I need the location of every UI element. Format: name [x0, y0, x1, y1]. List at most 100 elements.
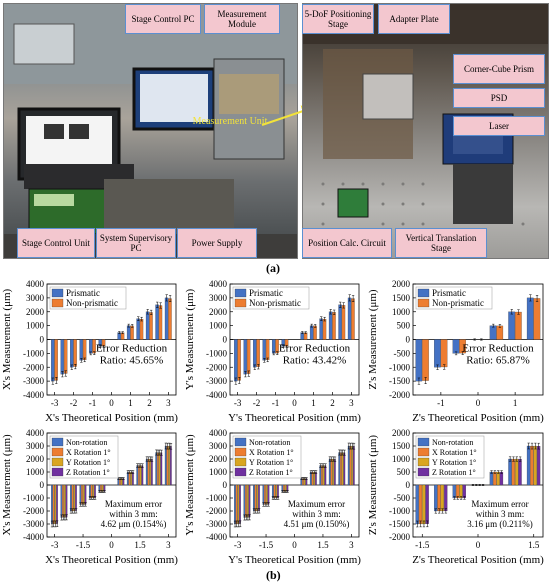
bar [88, 339, 93, 354]
bar [496, 471, 500, 486]
y-tick-label: -4000 [23, 532, 44, 542]
bar [533, 298, 541, 340]
bar [157, 452, 159, 486]
y-tick-label: 4000 [26, 428, 45, 438]
bar [51, 484, 53, 525]
legend-swatch [417, 298, 430, 308]
y-tick-label: -500 [394, 348, 411, 358]
y-tick-label: -4000 [206, 532, 227, 542]
bar [166, 446, 169, 486]
bar [455, 484, 460, 499]
x-tick-label: -3 [234, 540, 242, 550]
y-tick-label: 0 [40, 335, 45, 345]
callout-vertical-translation-stage: Vertical Translation Stage [395, 228, 487, 258]
y-tick-label: 2000 [26, 454, 45, 464]
bar [253, 484, 255, 512]
bar [515, 311, 522, 340]
bar [311, 471, 314, 486]
bar [343, 452, 346, 486]
y-tick-label: -3000 [23, 519, 44, 529]
bar [533, 445, 537, 486]
annotation-text: Error Reduction [279, 343, 351, 355]
y-tick-label: 2000 [209, 307, 228, 317]
panel-a-label: (a) [266, 261, 280, 275]
bar [322, 318, 327, 340]
bar [168, 298, 172, 340]
y-tick-label: 3000 [26, 293, 45, 303]
legend-label: Non-rotation [249, 438, 290, 447]
bar [54, 339, 58, 381]
legend-swatch [51, 467, 64, 477]
legend-label: Non-prismatic [432, 298, 484, 308]
y-tick-label: -4000 [23, 390, 44, 400]
bar [70, 484, 72, 512]
bar [136, 465, 139, 486]
legend-swatch [417, 467, 430, 477]
bar [52, 484, 55, 524]
annotation-text: 4.51 μm (0.150%) [284, 519, 350, 529]
callout-stage-control-pc: Stage Control PC [125, 4, 201, 34]
legend-swatch [234, 298, 247, 308]
x-tick-label: 0 [476, 540, 481, 550]
bar [138, 465, 140, 486]
bar [75, 484, 77, 511]
lab-setup-illustration [4, 4, 297, 258]
bar [164, 297, 169, 340]
bar [92, 484, 95, 499]
bar [237, 484, 240, 525]
bar [246, 339, 251, 374]
annotation-text: within 3 mm: [109, 509, 158, 519]
x-tick-label: 1 [128, 398, 133, 408]
legend-label: Non-prismatic [249, 298, 301, 308]
bar [415, 339, 423, 382]
legend-swatch [51, 447, 64, 457]
bar [141, 465, 144, 486]
annotation-text: Maximum error [105, 499, 162, 509]
x-tick-label: 3 [349, 540, 354, 550]
legend-label: X Rotation 1° [249, 448, 294, 457]
bar [239, 484, 241, 524]
bar [60, 339, 64, 375]
bar [309, 471, 312, 486]
callout-power-supply: Power Supply [177, 228, 257, 258]
bar [60, 484, 63, 518]
x-tick-label: -2 [70, 398, 78, 408]
callout-adapter-plate: Adapter Plate [378, 4, 450, 34]
bar [452, 339, 460, 354]
bar [136, 318, 140, 340]
x-tick-label: -3 [51, 540, 59, 550]
bar [347, 445, 350, 486]
bar [338, 304, 342, 340]
bar [526, 297, 534, 340]
y-axis-label: Z's Measurement (μm) [367, 435, 379, 535]
bar [313, 325, 317, 340]
bar [322, 465, 325, 486]
y-tick-label: 0 [40, 480, 45, 490]
bar [493, 471, 497, 486]
bar [256, 484, 259, 512]
y-tick-label: -1000 [206, 348, 227, 358]
annotation-text: 4.62 μm (0.154%) [101, 519, 167, 529]
bar [530, 445, 534, 486]
bar [418, 484, 423, 525]
y-axis-label: X's Measurement (μm) [1, 434, 13, 536]
y-tick-label: -4000 [206, 390, 227, 400]
bar [332, 458, 334, 486]
bar [62, 484, 64, 518]
legend-label: Z Rotation 1° [249, 468, 293, 477]
bar [341, 305, 346, 340]
legend-swatch [51, 457, 64, 467]
bar [526, 445, 531, 486]
callout-positioning-stage: 5-DoF Positioning Stage [302, 4, 374, 34]
bar [489, 325, 497, 340]
y-tick-label: 1000 [392, 307, 411, 317]
bar [151, 459, 153, 486]
legend-swatch [234, 467, 247, 477]
bar [273, 484, 276, 499]
bar [88, 484, 91, 499]
legend-box [415, 286, 493, 310]
chart-z-rotation: -2000 -1500 -1000 -500 0 500 1000 1500 2000 -1.5 0… [367, 428, 544, 566]
bar [243, 484, 246, 518]
bar [155, 452, 158, 486]
y-tick-label: 2000 [26, 307, 45, 317]
